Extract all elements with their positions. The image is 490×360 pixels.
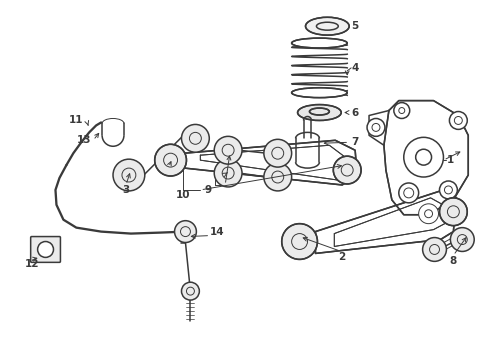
Text: 7: 7 [351,137,359,147]
Circle shape [450,228,474,251]
Circle shape [38,242,53,257]
Circle shape [155,144,187,176]
Ellipse shape [310,108,329,115]
Ellipse shape [292,88,347,98]
Text: 12: 12 [24,259,39,269]
Circle shape [113,159,145,191]
Ellipse shape [297,105,341,121]
Circle shape [214,159,242,187]
Text: 13: 13 [77,135,91,145]
Text: 11: 11 [69,116,83,126]
Text: 10: 10 [176,190,191,200]
Circle shape [264,163,292,191]
Circle shape [440,198,467,226]
Circle shape [333,156,361,184]
Circle shape [422,238,446,261]
Ellipse shape [306,17,349,35]
Text: 1: 1 [446,155,454,165]
Text: 3: 3 [122,185,129,195]
Text: 5: 5 [351,21,358,31]
Circle shape [181,282,199,300]
Text: 4: 4 [351,63,359,73]
Ellipse shape [292,38,347,48]
Circle shape [282,224,318,260]
Circle shape [399,183,418,203]
FancyBboxPatch shape [31,237,60,262]
Text: 2: 2 [338,252,345,262]
Text: 9: 9 [205,185,212,195]
Circle shape [440,181,457,199]
Circle shape [367,118,385,136]
Circle shape [181,125,209,152]
Text: 14: 14 [210,226,225,237]
Circle shape [394,103,410,118]
Circle shape [418,204,439,224]
Circle shape [449,112,467,129]
Circle shape [404,137,443,177]
Circle shape [174,221,196,243]
Text: 6: 6 [351,108,358,117]
Circle shape [214,136,242,164]
Circle shape [264,139,292,167]
Text: 8: 8 [450,256,457,266]
